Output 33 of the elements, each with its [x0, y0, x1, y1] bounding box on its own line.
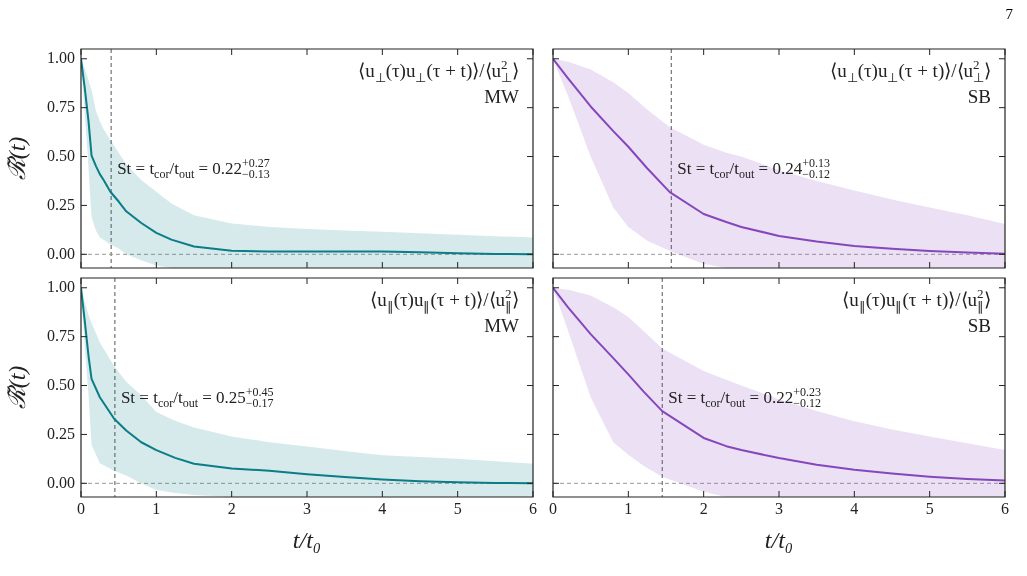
- y-tick-label: 0.00: [47, 473, 75, 491]
- annotation: SB: [967, 315, 992, 336]
- y-tick-label: 1.00: [47, 48, 75, 66]
- x-axis-title: t/t₀: [764, 526, 794, 553]
- x-tick-label: 1: [152, 499, 161, 517]
- annotation: MW: [484, 86, 520, 107]
- y-tick-label: 0.75: [47, 97, 75, 115]
- y-tick-label: 0.25: [47, 424, 75, 442]
- x-tick-label: 1: [624, 499, 633, 517]
- x-tick-label: 4: [850, 499, 859, 517]
- x-tick-label: 3: [303, 499, 311, 517]
- annotation: SB: [967, 86, 992, 107]
- y-axis-title: ℛ̃(t): [3, 136, 30, 181]
- x-tick-label: 6: [1001, 499, 1009, 517]
- y-tick-label: 0.75: [47, 326, 75, 344]
- y-tick-label: 0.00: [47, 244, 75, 262]
- x-axis-title: t/t₀: [292, 526, 322, 553]
- x-tick-label: 5: [453, 499, 462, 517]
- y-tick-label: 0.50: [47, 375, 75, 393]
- x-tick-label: 0: [77, 499, 85, 517]
- x-tick-label: 4: [378, 499, 387, 517]
- y-axis-title: ℛ̃(t): [3, 365, 30, 410]
- x-tick-label: 2: [699, 499, 708, 517]
- x-tick-label: 2: [227, 499, 236, 517]
- x-tick-label: 6: [529, 499, 537, 517]
- x-tick-label: 3: [775, 499, 783, 517]
- annotation: MW: [484, 315, 520, 336]
- x-tick-label: 0: [549, 499, 557, 517]
- y-tick-label: 0.25: [47, 195, 75, 213]
- y-tick-label: 1.00: [47, 277, 75, 295]
- y-tick-label: 0.50: [47, 146, 75, 164]
- x-tick-label: 5: [925, 499, 934, 517]
- text: 7: [1005, 6, 1013, 23]
